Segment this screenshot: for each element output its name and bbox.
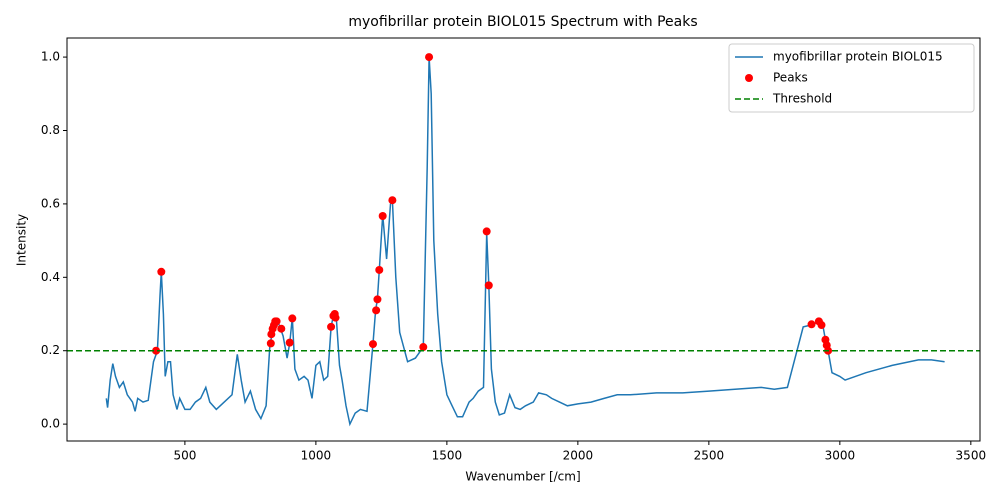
peak-point [272, 317, 281, 326]
chart-title: myofibrillar protein BIOL015 Spectrum wi… [348, 14, 697, 30]
peak-point [277, 324, 286, 333]
plot-frame [66, 37, 981, 442]
peak-point [419, 343, 428, 352]
legend-marker [745, 74, 753, 82]
y-tick-label: 0.8 [41, 123, 60, 137]
y-tick-label: 0.4 [41, 270, 60, 284]
x-tick-label: 1500 [432, 449, 463, 463]
y-tick-label: 1.0 [41, 50, 60, 64]
peak-point [372, 306, 381, 315]
legend-label: Peaks [773, 71, 808, 85]
peak-point [157, 267, 166, 276]
x-axis-label: Wavenumber [/cm] [465, 470, 580, 484]
peak-point [388, 196, 397, 205]
spectrum-line [105, 57, 945, 427]
x-tick-label: 2000 [563, 449, 594, 463]
peak-point [378, 212, 387, 221]
peak-point [375, 265, 384, 274]
legend-box [728, 43, 975, 113]
x-tick-label: 2500 [694, 449, 725, 463]
y-tick-label: 0.0 [41, 417, 60, 431]
legend: myofibrillar protein BIOL015 Peaks Thresho… [728, 43, 975, 113]
peak-point [484, 281, 493, 290]
y-tick-label: 0.2 [41, 343, 60, 357]
x-tick-label: 3500 [956, 449, 987, 463]
peak-point [817, 321, 826, 330]
y-axis-label: Intensity [15, 214, 29, 266]
peak-point [285, 338, 294, 347]
peak-point [288, 314, 297, 323]
y-tick-label: 0.6 [41, 196, 60, 210]
peak-point [482, 227, 491, 236]
x-tick-label: 3000 [825, 449, 856, 463]
peak-point [152, 346, 161, 355]
legend-label: Threshold [772, 92, 832, 106]
peak-point [807, 320, 816, 329]
peak-point [373, 295, 382, 304]
x-tick-label: 500 [173, 449, 196, 463]
peak-point [331, 313, 340, 322]
peak-point [425, 53, 434, 62]
peak-point [327, 322, 336, 331]
peak-point [266, 339, 275, 348]
legend-label: myofibrillar protein BIOL015 [773, 50, 943, 64]
x-tick-label: 1000 [301, 449, 332, 463]
peak-point [368, 340, 377, 349]
